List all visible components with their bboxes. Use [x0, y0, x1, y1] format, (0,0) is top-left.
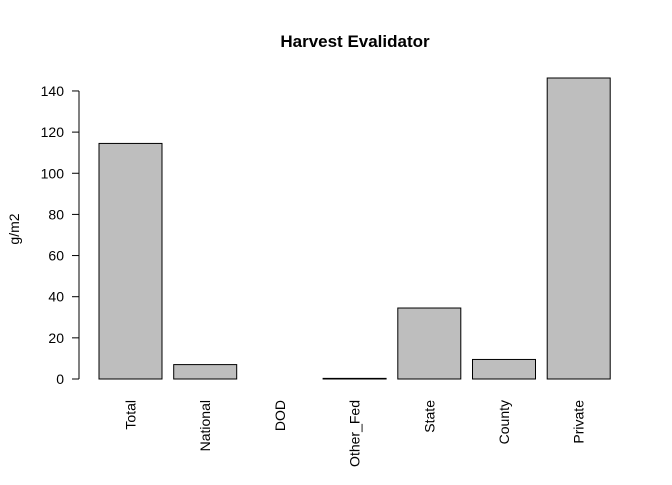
bars: [98, 77, 611, 380]
y-tick-label: 40: [48, 289, 64, 305]
y-tick-label: 0: [56, 371, 64, 387]
y-tick-label: 20: [48, 330, 64, 346]
y-tick-label: 120: [41, 124, 65, 140]
x-tick-labels: Total National DOD Other_Fed State County Priv…: [123, 400, 587, 467]
y-tick-label: 100: [41, 165, 65, 181]
x-tick-label: DOD: [272, 400, 288, 431]
x-tick-label: Private: [571, 400, 587, 444]
y-axis: 0 20 40 60 80 100 120 140: [41, 83, 80, 387]
y-tick-label: 140: [41, 83, 65, 99]
y-axis-label: g/m2: [6, 213, 22, 244]
bar-total: [98, 142, 163, 380]
bar-county: [472, 358, 536, 380]
x-tick-label: Total: [123, 400, 139, 430]
x-tick-label: County: [496, 400, 512, 444]
y-tick-label: 80: [48, 206, 64, 222]
chart-title: Harvest Evalidator: [280, 32, 430, 51]
bar-national: [173, 364, 238, 380]
x-tick-label: Other_Fed: [347, 400, 363, 467]
y-tick-label: 60: [48, 248, 64, 264]
bar-private: [546, 77, 611, 380]
bar-state: [397, 307, 462, 380]
x-tick-label: State: [421, 400, 437, 433]
x-tick-label: National: [197, 400, 213, 451]
bar-other-fed: [322, 377, 387, 380]
